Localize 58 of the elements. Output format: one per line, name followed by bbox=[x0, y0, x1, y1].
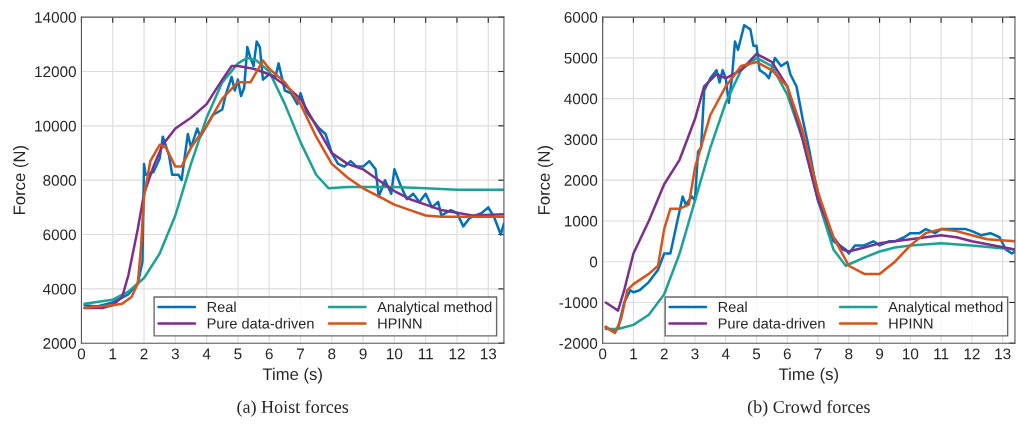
y-tick-label: -1000 bbox=[559, 297, 598, 309]
y-tick-label: 4000 bbox=[564, 93, 598, 105]
y-tick-label: 3000 bbox=[564, 134, 598, 146]
legend-label: Real bbox=[718, 301, 747, 313]
x-tick-label: 0 bbox=[599, 348, 607, 360]
y-tick-label: 2000 bbox=[43, 338, 76, 349]
y-axis-title: Force (N) bbox=[537, 146, 554, 214]
x-tick-label: 5 bbox=[234, 348, 242, 360]
x-tick-label: 11 bbox=[934, 348, 949, 360]
legend-label: Pure data-driven bbox=[207, 317, 314, 329]
y-tick-label: 0 bbox=[589, 256, 598, 268]
y-axis-title: Force (N) bbox=[13, 146, 29, 214]
y-tick-label: 14000 bbox=[35, 12, 76, 23]
x-tick-label: 4 bbox=[202, 348, 211, 360]
y-tick-label: -2000 bbox=[559, 338, 598, 349]
x-tick-label: 8 bbox=[845, 348, 853, 360]
x-tick-label: 8 bbox=[328, 348, 336, 360]
y-tick-label: 4000 bbox=[42, 283, 76, 295]
x-tick-label: 12 bbox=[964, 348, 980, 360]
x-axis-title: Time (s) bbox=[262, 367, 322, 384]
x-tick-label: 1 bbox=[109, 348, 117, 360]
x-tick-label: 9 bbox=[876, 348, 884, 360]
y-tick-label: 12000 bbox=[35, 66, 76, 78]
x-axis-title: Time (s) bbox=[778, 367, 839, 384]
text: (a) Hoist forces bbox=[237, 400, 349, 417]
y-tick-label: 6000 bbox=[43, 229, 76, 241]
x-tick-label: 2 bbox=[660, 348, 668, 360]
legend-label: Analytical method bbox=[377, 301, 492, 316]
x-tick-label: 4 bbox=[721, 348, 730, 360]
x-tick-label: 9 bbox=[359, 348, 367, 360]
x-tick-label: 2 bbox=[140, 348, 148, 360]
legend-label: HPINN bbox=[378, 318, 422, 329]
legend-label: HPINN bbox=[889, 318, 933, 329]
x-tick-label: 0 bbox=[77, 348, 86, 360]
x-tick-label: 13 bbox=[995, 348, 1011, 360]
x-tick-label: 1 bbox=[630, 348, 637, 360]
y-tick-label: 6000 bbox=[564, 12, 598, 23]
y-tick-label: 1000 bbox=[564, 215, 598, 227]
x-tick-label: 3 bbox=[691, 348, 699, 360]
y-tick-label: 5000 bbox=[564, 52, 598, 64]
y-tick-label: 10000 bbox=[35, 120, 76, 132]
x-tick-label: 11 bbox=[418, 348, 433, 360]
y-tick-label: 2000 bbox=[564, 175, 598, 186]
y-tick-label: 8000 bbox=[43, 175, 76, 186]
x-tick-label: 6 bbox=[783, 348, 791, 360]
x-tick-label: 7 bbox=[297, 348, 304, 360]
legend-label: Analytical method bbox=[888, 301, 1003, 316]
legend-label: Real bbox=[207, 301, 236, 313]
x-tick-label: 7 bbox=[814, 348, 822, 360]
x-tick-label: 5 bbox=[752, 348, 761, 360]
text: (b) Crowd forces bbox=[747, 400, 870, 417]
x-tick-label: 12 bbox=[449, 348, 465, 360]
legend-label: Pure data-driven bbox=[718, 317, 825, 329]
x-tick-label: 10 bbox=[903, 348, 919, 360]
x-tick-label: 6 bbox=[265, 348, 273, 360]
x-tick-label: 13 bbox=[480, 348, 497, 360]
x-tick-label: 3 bbox=[171, 348, 179, 360]
x-tick-label: 10 bbox=[387, 348, 403, 360]
